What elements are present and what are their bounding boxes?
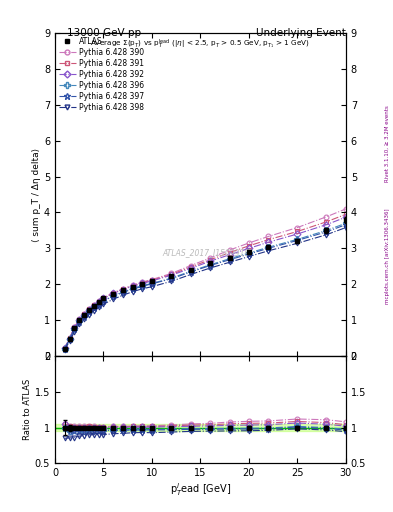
Y-axis label: ⟨ sum p_T / Δη delta⟩: ⟨ sum p_T / Δη delta⟩ (32, 147, 41, 242)
Bar (55, 424, 346, 431)
Legend: ATLAS, Pythia 6.428 390, Pythia 6.428 391, Pythia 6.428 392, Pythia 6.428 396, P: ATLAS, Pythia 6.428 390, Pythia 6.428 39… (57, 35, 145, 113)
Y-axis label: Ratio to ATLAS: Ratio to ATLAS (23, 379, 32, 440)
Text: 13000 GeV pp: 13000 GeV pp (67, 28, 141, 38)
Text: Average $\Sigma$(p$_T$) vs p$_T^{\rm lead}$ ($|\eta|$ < 2.5, p$_T$ > 0.5 GeV, p$: Average $\Sigma$(p$_T$) vs p$_T^{\rm lea… (90, 38, 310, 52)
Text: mcplots.cern.ch [arXiv:1306.3436]: mcplots.cern.ch [arXiv:1306.3436] (385, 208, 390, 304)
X-axis label: p$_T^l$ead [GeV]: p$_T^l$ead [GeV] (170, 481, 231, 498)
Text: ATLAS_2017_I1509919: ATLAS_2017_I1509919 (163, 248, 250, 257)
Text: Underlying Event: Underlying Event (256, 28, 346, 38)
Text: Rivet 3.1.10, ≥ 3.2M events: Rivet 3.1.10, ≥ 3.2M events (385, 105, 390, 182)
